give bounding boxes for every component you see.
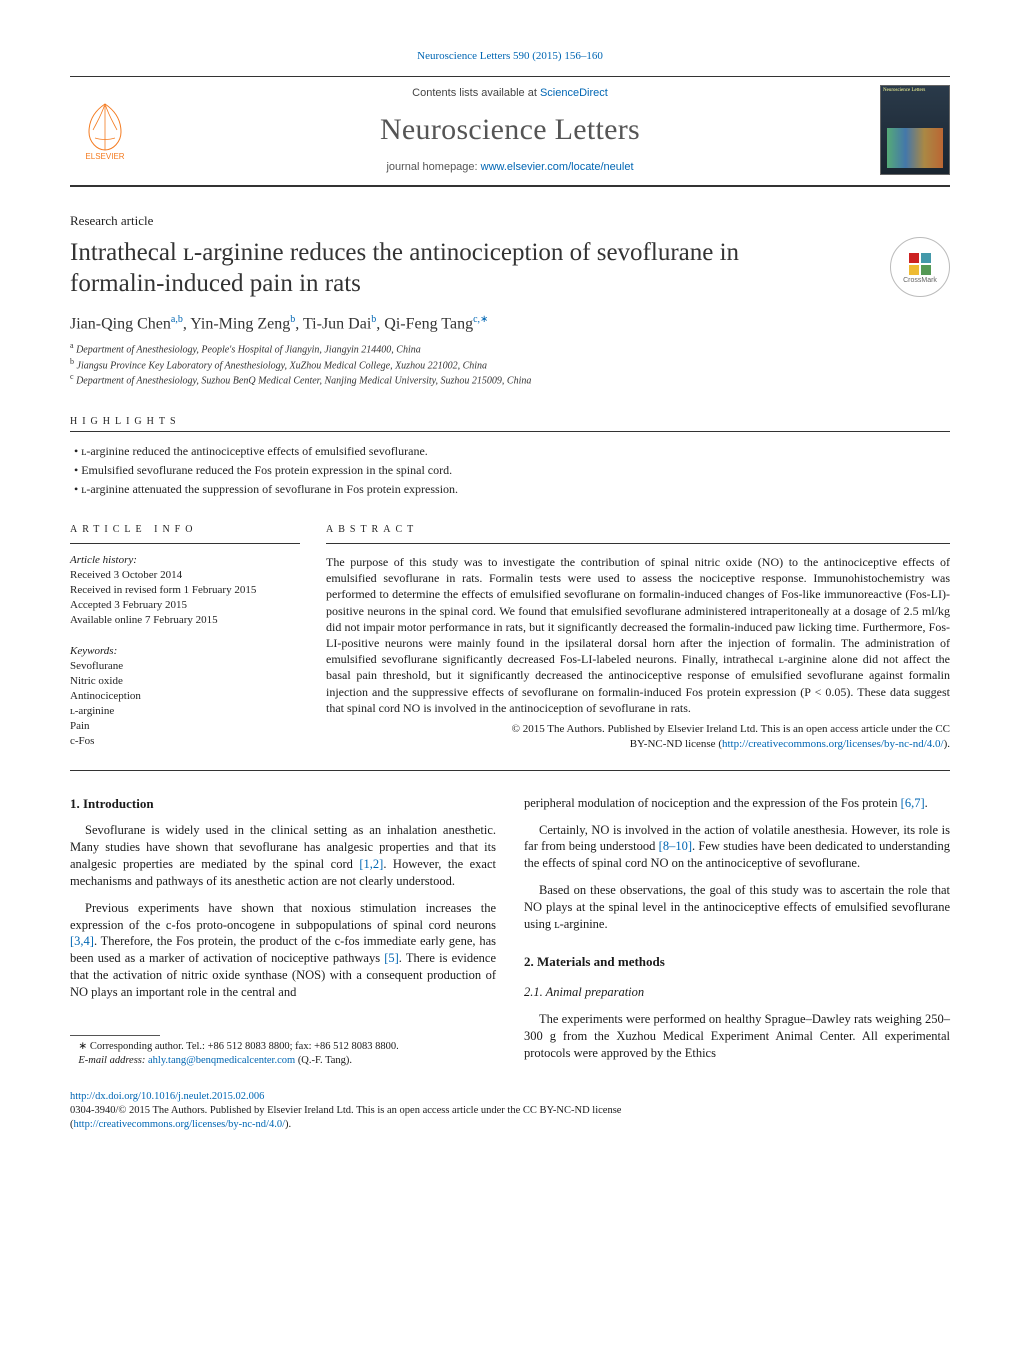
homepage-line: journal homepage: www.elsevier.com/locat… <box>140 161 880 173</box>
authors: Jian-Qing Chena,b, Yin-Ming Zengb, Ti-Ju… <box>70 314 950 333</box>
crossmark-icon <box>907 251 933 277</box>
history-item: Received in revised form 1 February 2015 <box>70 583 300 598</box>
highlights-rule <box>70 431 950 432</box>
ref-link[interactable]: [8–10] <box>659 839 692 853</box>
highlight-item: Emulsified sevoflurane reduced the Fos p… <box>74 461 950 480</box>
running-head: Neuroscience Letters 590 (2015) 156–160 <box>70 50 950 62</box>
corresponding-author: ∗ Corresponding author. Tel.: +86 512 80… <box>70 1040 496 1054</box>
highlights-label: highlights <box>70 416 950 431</box>
methods-para-1: The experiments were performed on health… <box>524 1011 950 1062</box>
highlight-item: ʟ-arginine reduced the antinociceptive e… <box>74 442 950 461</box>
running-head-link[interactable]: Neuroscience Letters 590 (2015) 156–160 <box>417 50 603 62</box>
license-suffix: ). <box>285 1119 291 1130</box>
info-rule <box>70 543 300 544</box>
body-top-rule <box>70 770 950 771</box>
affiliation-b: Jiangsu Province Key Laboratory of Anest… <box>77 360 488 371</box>
homepage-prefix: journal homepage: <box>386 161 480 173</box>
history-item: Available online 7 February 2015 <box>70 613 300 628</box>
footnote-rule <box>70 1035 160 1036</box>
contents-prefix: Contents lists available at <box>412 87 540 99</box>
keyword-item: Nitric oxide <box>70 674 300 689</box>
body-columns: 1. Introduction Sevoflurane is widely us… <box>70 795 950 1072</box>
author-4: Qi-Feng Tang <box>384 315 473 332</box>
article-info-col: article info Article history: Received 3… <box>70 524 300 752</box>
intro-para-1: Sevoflurane is widely used in the clinic… <box>70 822 496 890</box>
affiliation-c: Department of Anesthesiology, Suzhou Ben… <box>76 376 531 387</box>
email-label: E-mail address: <box>78 1055 148 1066</box>
title-line-2: formalin-induced pain in rats <box>70 270 361 297</box>
ref-link[interactable]: [6,7] <box>901 796 925 810</box>
elsevier-name: ELSEVIER <box>85 152 124 161</box>
masthead: ELSEVIER Contents lists available at Sci… <box>70 77 950 187</box>
journal-name: Neuroscience Letters <box>140 113 880 147</box>
keyword-item: Antinociception <box>70 689 300 704</box>
keyword-item: c-Fos <box>70 734 300 749</box>
email-line: E-mail address: ahly.tang@benqmedicalcen… <box>70 1054 496 1068</box>
journal-cover-thumbnail: Neuroscience Letters <box>880 85 950 175</box>
ref-link[interactable]: [1,2] <box>359 857 383 871</box>
author-1-aff: a,b <box>171 314 183 325</box>
intro-para-4: Certainly, NO is involved in the action … <box>524 822 950 873</box>
intro-para-3: peripheral modulation of nociception and… <box>524 795 950 812</box>
author-4-aff: c,∗ <box>473 314 488 325</box>
elsevier-logo: ELSEVIER <box>70 90 140 170</box>
copyright-prefix: BY-NC-ND license ( <box>630 738 722 750</box>
abstract-copyright: © 2015 The Authors. Published by Elsevie… <box>326 722 950 752</box>
masthead-center: Contents lists available at ScienceDirec… <box>140 87 880 173</box>
highlight-item: ʟ-arginine attenuated the suppression of… <box>74 480 950 499</box>
affiliation-a: Department of Anesthesiology, People's H… <box>76 344 421 355</box>
history-lines: Received 3 October 2014 Received in revi… <box>70 568 300 627</box>
issn-line: 0304-3940/© 2015 The Authors. Published … <box>70 1104 950 1118</box>
footnotes: ∗ Corresponding author. Tel.: +86 512 80… <box>70 1029 496 1068</box>
affiliations: a Department of Anesthesiology, People's… <box>70 341 950 388</box>
intro-para-2: Previous experiments have shown that nox… <box>70 900 496 1001</box>
keyword-item: ʟ-arginine <box>70 704 300 719</box>
keyword-item: Sevoflurane <box>70 659 300 674</box>
author-2-aff: b <box>290 314 295 325</box>
ref-link[interactable]: [3,4] <box>70 934 94 948</box>
article-title: Intrathecal ʟ-arginine reduces the antin… <box>70 237 739 300</box>
homepage-link[interactable]: www.elsevier.com/locate/neulet <box>481 161 634 173</box>
author-3: Ti-Jun Dai <box>303 315 371 332</box>
history-item: Accepted 3 February 2015 <box>70 598 300 613</box>
history-item: Received 3 October 2014 <box>70 568 300 583</box>
highlights-block: highlights ʟ-arginine reduced the antino… <box>70 416 950 498</box>
author-2: Yin-Ming Zeng <box>190 315 290 332</box>
section-1-title: 1. Introduction <box>70 795 496 813</box>
abstract-col: abstract The purpose of this study was t… <box>326 524 950 752</box>
keyword-item: Pain <box>70 719 300 734</box>
elsevier-tree-icon <box>83 100 127 152</box>
license-link[interactable]: http://creativecommons.org/licenses/by-n… <box>722 738 944 750</box>
keywords-list: Sevoflurane Nitric oxide Antinociception… <box>70 659 300 748</box>
info-abstract-row: article info Article history: Received 3… <box>70 524 950 752</box>
history-label: Article history: <box>70 554 300 566</box>
abstract-text: The purpose of this study was to investi… <box>326 554 950 716</box>
article-type: Research article <box>70 213 950 229</box>
page-footer: http://dx.doi.org/10.1016/j.neulet.2015.… <box>70 1090 950 1133</box>
email-link[interactable]: ahly.tang@benqmedicalcenter.com <box>148 1055 295 1066</box>
email-suffix: (Q.-F. Tang). <box>295 1055 352 1066</box>
keywords-label: Keywords: <box>70 645 300 657</box>
contents-line: Contents lists available at ScienceDirec… <box>140 87 880 99</box>
license-link-footer[interactable]: http://creativecommons.org/licenses/by-n… <box>74 1119 286 1130</box>
article-info-label: article info <box>70 524 300 539</box>
crossmark-badge[interactable]: CrossMark <box>890 237 950 297</box>
keywords-block: Keywords: Sevoflurane Nitric oxide Antin… <box>70 645 300 748</box>
abstract-label: abstract <box>326 524 950 539</box>
copyright-suffix: ). <box>944 738 950 750</box>
highlights-list: ʟ-arginine reduced the antinociceptive e… <box>74 442 950 498</box>
section-2-title: 2. Materials and methods <box>524 953 950 971</box>
intro-para-5: Based on these observations, the goal of… <box>524 882 950 933</box>
doi-link[interactable]: http://dx.doi.org/10.1016/j.neulet.2015.… <box>70 1091 264 1102</box>
cover-title: Neuroscience Letters <box>883 88 925 93</box>
abstract-rule <box>326 543 950 544</box>
section-2-1-title: 2.1. Animal preparation <box>524 984 950 1001</box>
author-3-aff: b <box>371 314 376 325</box>
author-1: Jian-Qing Chen <box>70 315 171 332</box>
copyright-line-1: © 2015 The Authors. Published by Elsevie… <box>512 723 950 735</box>
title-line-1: Intrathecal ʟ-arginine reduces the antin… <box>70 239 739 266</box>
ref-link[interactable]: [5] <box>384 951 399 965</box>
sciencedirect-link[interactable]: ScienceDirect <box>540 87 608 99</box>
crossmark-label: CrossMark <box>903 277 937 284</box>
